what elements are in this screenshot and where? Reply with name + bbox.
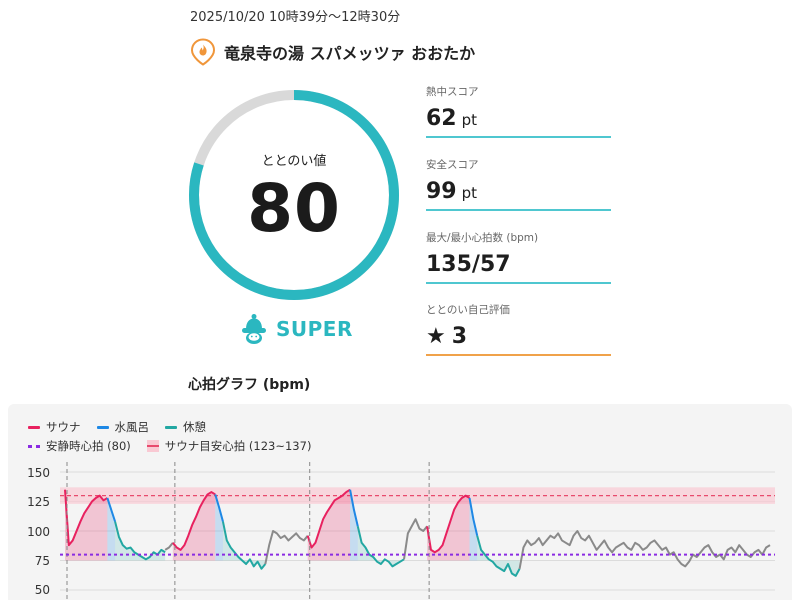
session-date-range: 2025/10/20 10時39分～12時30分 — [190, 10, 401, 25]
legend-row-thresholds: 安静時心拍 (80) サウナ目安心拍 (123~137) — [28, 438, 327, 454]
hr-series-cold — [468, 497, 479, 536]
metric-heart-rate: 最大/最小心拍数 (bpm) 135/57 — [426, 230, 611, 284]
hr-series-idle — [403, 518, 428, 560]
phase-area-cold — [107, 497, 116, 561]
phase-area-cold — [350, 489, 358, 561]
facility-header[interactable]: 竜泉寺の湯 スパメッツァ おおたか — [190, 38, 475, 66]
score-ring-progress — [189, 90, 399, 300]
legend-row-phases: サウナ 水風呂 休憩 — [28, 419, 222, 435]
metric-value: 62 pt — [426, 106, 478, 131]
metric-underline — [426, 354, 611, 356]
metric-value: ★ 3 — [426, 324, 468, 349]
y-tick-label: 125 — [27, 495, 50, 509]
hr-series-rest — [356, 526, 405, 568]
score-ring — [189, 90, 399, 300]
hr-series-rest — [476, 535, 521, 577]
hr-series-cold — [214, 494, 224, 522]
metric-label: 最大/最小心拍数 (bpm) — [426, 232, 539, 244]
metric-label: 安全スコア — [426, 159, 479, 171]
metric-label: 熱中スコア — [426, 86, 479, 98]
graph-title: 心拍グラフ (bpm) — [188, 377, 311, 393]
metric-self-rating[interactable]: ととのい自己評価 ★ 3 — [426, 302, 611, 356]
hr-series-sauna — [172, 491, 216, 551]
hr-series-sauna — [426, 494, 471, 554]
metric-safety-score: 安全スコア 99 pt — [426, 157, 611, 211]
hr-series-cold — [106, 497, 117, 522]
legend-target-band: サウナ目安心拍 (123~137) — [146, 438, 311, 454]
hr-series-rest — [221, 521, 267, 570]
facility-name: 竜泉寺の湯 スパメッツァ おおたか — [224, 44, 476, 63]
y-tick-label: 100 — [27, 525, 50, 539]
legend-cold-bath: 水風呂 — [96, 419, 149, 435]
y-tick-label: 75 — [34, 554, 50, 568]
phase-area-rest — [222, 521, 266, 569]
phase-area-cold — [215, 494, 223, 561]
sauna-bell-icon — [242, 314, 266, 344]
phase-area-rest — [115, 521, 166, 561]
rank-label: SUPER — [276, 317, 353, 341]
phase-area-sauna — [65, 489, 108, 561]
sauna-pin-icon — [190, 38, 216, 66]
star-icon: ★ — [426, 324, 446, 349]
hr-series-idle — [164, 542, 174, 551]
hr-series-idle — [518, 530, 771, 569]
metric-underline — [426, 282, 611, 284]
hr-series-sauna — [64, 489, 108, 547]
metric-label: ととのい自己評価 — [426, 304, 510, 316]
hr-series-sauna — [306, 488, 351, 549]
legend-sauna: サウナ — [28, 419, 81, 435]
hr-series-idle — [264, 530, 309, 565]
score-label: ととのい値 — [261, 154, 327, 169]
legend-rest: 休憩 — [165, 419, 206, 435]
y-tick-label: 150 — [27, 466, 50, 480]
phase-area-rest — [357, 526, 405, 567]
hr-series-cold — [349, 489, 359, 527]
phase-area-sauna — [307, 489, 351, 561]
metric-underline — [426, 136, 611, 138]
phase-area-rest — [477, 535, 520, 576]
metric-value: 99 pt — [426, 179, 478, 204]
rank-badge: SUPER — [240, 312, 353, 346]
phase-area-sauna — [172, 492, 216, 561]
y-tick-label: 50 — [34, 583, 50, 597]
metric-underline — [426, 209, 611, 211]
legend-resting-hr: 安静時心拍 (80) — [28, 438, 131, 454]
score-value: 80 — [247, 170, 341, 247]
metric-value: 135/57 — [426, 252, 511, 277]
metric-heat-score: 熱中スコア 62 pt — [426, 84, 611, 138]
